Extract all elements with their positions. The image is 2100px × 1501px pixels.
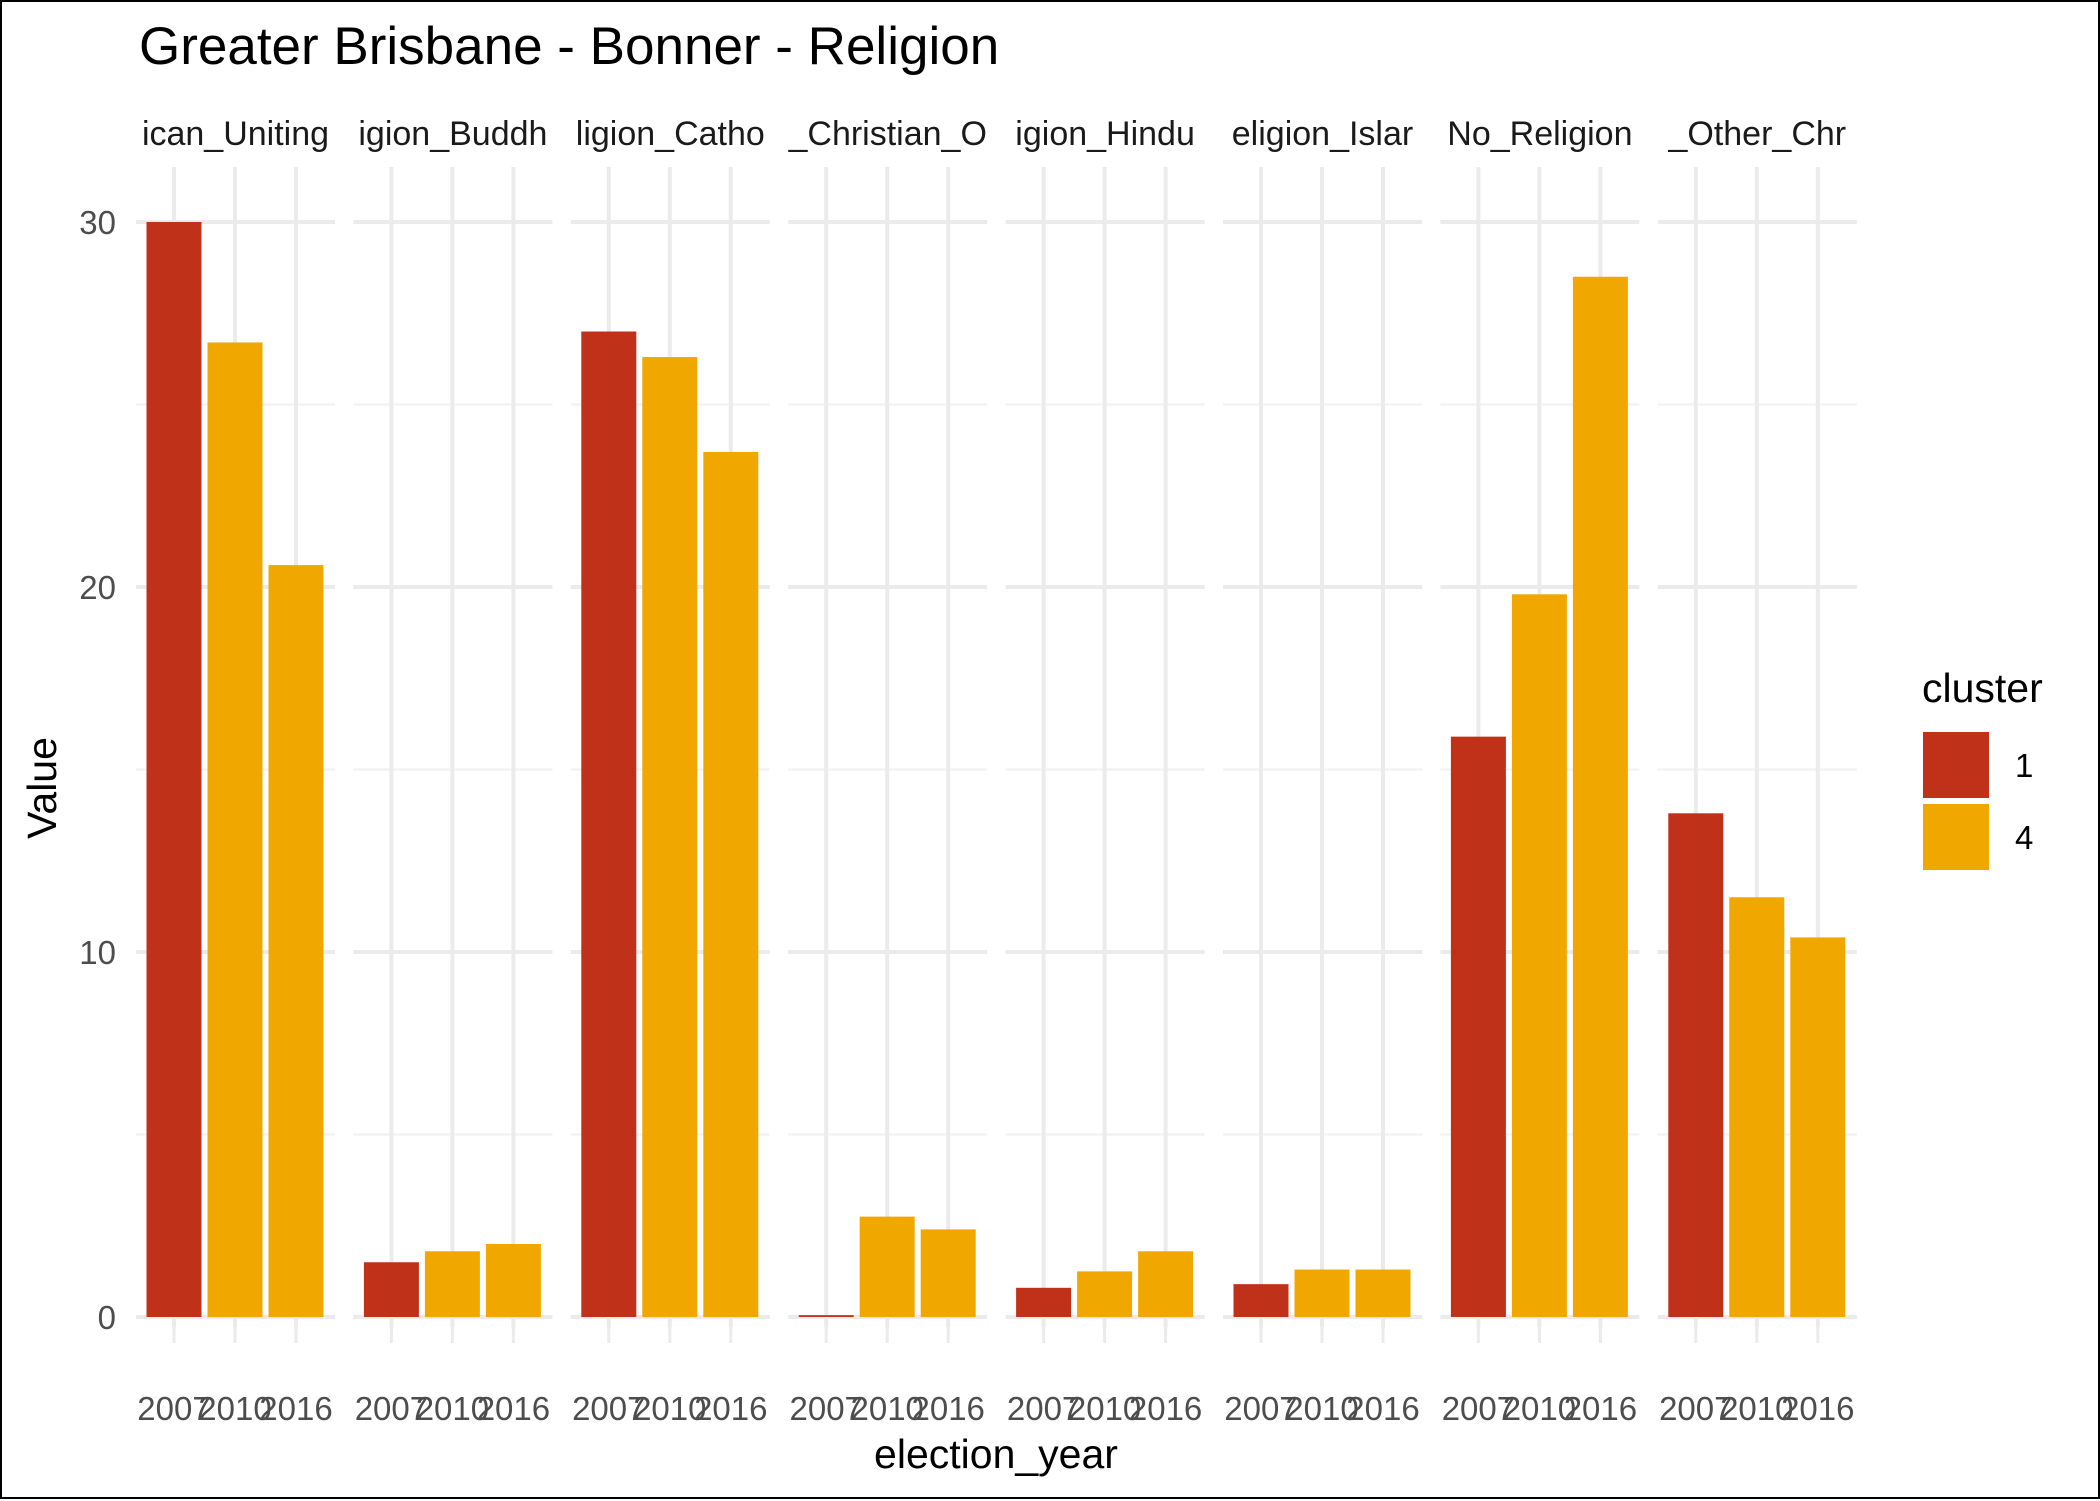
bar <box>485 1244 541 1317</box>
x-tick-label: 2007 <box>355 1390 428 1427</box>
x-tick-label: 2010 <box>850 1390 923 1427</box>
x-axis-title: election_year <box>874 1431 1118 1477</box>
x-tick-label: 2010 <box>633 1390 706 1427</box>
bar <box>1668 813 1724 1317</box>
panel-strip-label: _Other_Chr <box>1667 115 1846 153</box>
x-tick-label: 2007 <box>572 1390 645 1427</box>
panel-strip-label: _Christian_O <box>787 115 986 153</box>
x-tick-label: 2010 <box>1285 1390 1358 1427</box>
x-tick-label: 2016 <box>911 1390 984 1427</box>
legend-label: 1 <box>2015 747 2033 784</box>
x-tick-label: 2010 <box>416 1390 489 1427</box>
bar <box>1294 1269 1350 1317</box>
legend-title: cluster <box>1922 665 2043 711</box>
bar <box>1790 937 1846 1317</box>
x-tick-label: 2010 <box>1720 1390 1793 1427</box>
bar <box>424 1251 480 1317</box>
panel-strip-label: igion_Hindu <box>1015 115 1195 153</box>
bar <box>1233 1284 1289 1317</box>
chart-title: Greater Brisbane - Bonner - Religion <box>139 17 999 76</box>
bar <box>207 342 263 1317</box>
x-tick-label: 2010 <box>198 1390 271 1427</box>
panel-strip-label: eligion_Islar <box>1232 115 1413 153</box>
x-tick-label: 2016 <box>477 1390 550 1427</box>
bars <box>146 222 1846 1317</box>
panel-strip-label: ligion_Catho <box>576 115 765 153</box>
bar <box>581 331 637 1317</box>
bar <box>1572 276 1628 1317</box>
panel-strip-labels: ican_Uniting igion_Buddh ligion_Catho _Chri… <box>142 115 1846 153</box>
bar <box>798 1315 854 1317</box>
legend: cluster 1 4 <box>1922 665 2043 870</box>
y-tick-label: 30 <box>79 204 116 241</box>
x-tick-label: 2007 <box>1659 1390 1732 1427</box>
bar <box>1511 594 1567 1317</box>
x-tick-label: 2010 <box>1068 1390 1141 1427</box>
bar <box>363 1262 419 1317</box>
bar <box>1355 1269 1411 1317</box>
legend-swatch <box>1923 804 1989 870</box>
x-tick-label: 2007 <box>789 1390 862 1427</box>
y-tick-label: 0 <box>98 1299 116 1336</box>
x-tick-label: 2007 <box>1224 1390 1297 1427</box>
x-tick-label: 2016 <box>259 1390 332 1427</box>
panel-strip-label: ican_Uniting <box>142 115 329 153</box>
bar <box>146 222 202 1317</box>
x-tick-label: 2016 <box>1781 1390 1854 1427</box>
bar <box>268 565 324 1317</box>
y-tick-label: 20 <box>79 569 116 606</box>
x-tick-label: 2010 <box>1503 1390 1576 1427</box>
y-axis-title: Value <box>19 737 65 839</box>
bar <box>1077 1271 1133 1317</box>
bar <box>1138 1251 1194 1317</box>
legend-swatch <box>1923 732 1989 798</box>
x-tick-label: 2016 <box>1346 1390 1419 1427</box>
x-tick-label: 2007 <box>1442 1390 1515 1427</box>
x-tick-label: 2016 <box>1129 1390 1202 1427</box>
panel-strip-label: No_Religion <box>1447 115 1632 153</box>
x-tick-label: 2007 <box>1007 1390 1080 1427</box>
bar <box>859 1216 915 1317</box>
legend-label: 4 <box>2015 819 2033 856</box>
bar <box>1729 897 1785 1317</box>
x-tick-label: 2016 <box>1564 1390 1637 1427</box>
y-axis-ticks: 0 10 20 30 <box>79 204 116 1336</box>
x-tick-label: 2007 <box>137 1390 210 1427</box>
bar <box>703 451 759 1317</box>
x-tick-label: 2016 <box>694 1390 767 1427</box>
bar <box>1450 736 1506 1317</box>
bar <box>920 1229 976 1317</box>
bar <box>1016 1287 1072 1317</box>
bar <box>642 357 698 1317</box>
panel-strip-label: igion_Buddh <box>358 115 547 153</box>
y-tick-label: 10 <box>79 934 116 971</box>
